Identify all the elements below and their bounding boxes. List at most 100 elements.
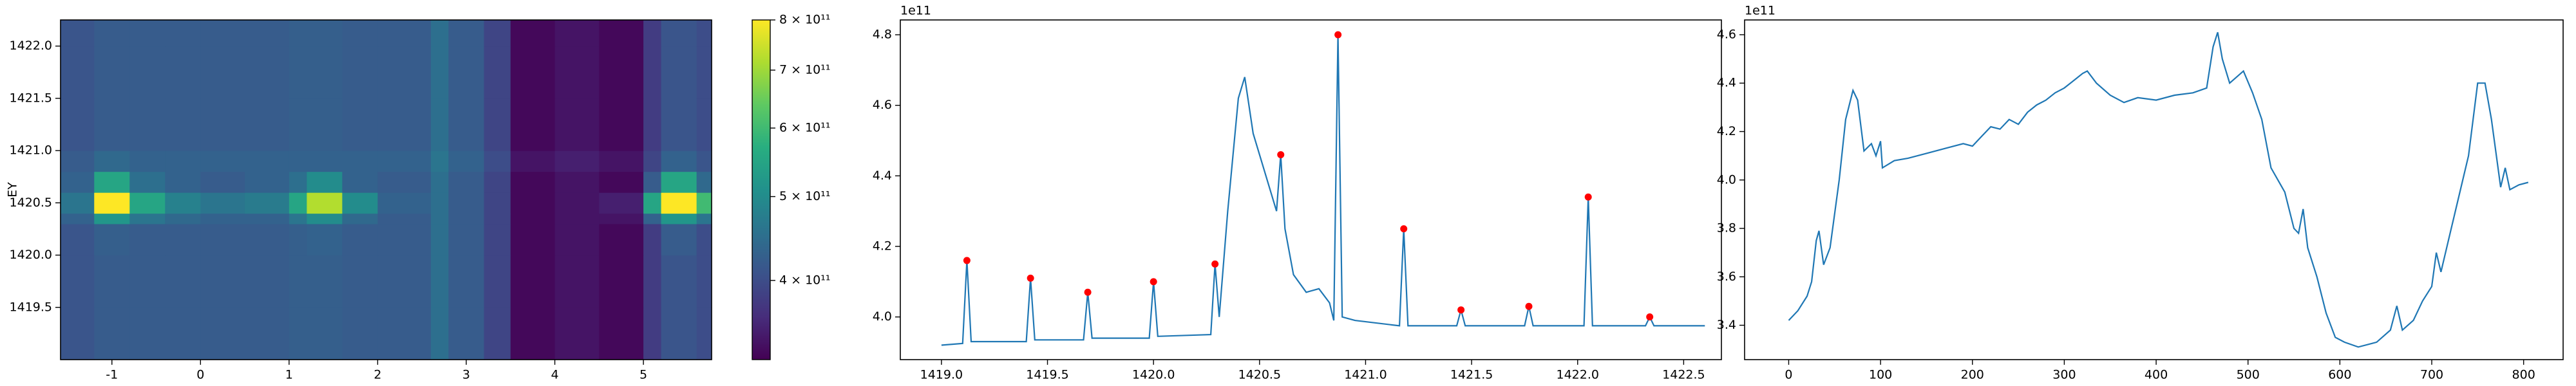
heatmap-cell bbox=[448, 213, 485, 225]
colorbar-tick-label: 6 × 10¹¹ bbox=[779, 121, 831, 135]
offset-label: 1e11 bbox=[1745, 4, 1776, 18]
heatmap-cell bbox=[129, 213, 166, 225]
heatmap-cell bbox=[554, 307, 600, 360]
heatmap-cell bbox=[94, 213, 130, 225]
heatmap-cell bbox=[643, 171, 662, 193]
heatmap-cell bbox=[129, 20, 166, 47]
heatmap-cell bbox=[289, 171, 307, 193]
heatmap-cell bbox=[342, 46, 379, 99]
heatmap-cell bbox=[94, 192, 130, 214]
heatmap-cell bbox=[200, 151, 245, 172]
heatmap-cell bbox=[661, 307, 697, 360]
heatmap-cell bbox=[510, 151, 556, 172]
axis-box bbox=[1744, 19, 2564, 360]
heatmap-cell bbox=[200, 223, 245, 256]
x-tick-label: 700 bbox=[2420, 368, 2443, 382]
axis-box bbox=[900, 19, 1722, 360]
x-tick-label: 0 bbox=[196, 368, 204, 382]
heatmap-cell bbox=[554, 20, 600, 47]
heatmap-cell bbox=[696, 171, 712, 193]
heatmap-cell bbox=[661, 171, 697, 193]
heatmap-cell bbox=[484, 20, 511, 47]
y-tick-label: 1419.5 bbox=[10, 300, 52, 314]
heatmap-cell bbox=[643, 307, 662, 360]
heatmap-cell bbox=[554, 98, 600, 151]
peak-marker bbox=[1525, 302, 1533, 310]
heatmap-cell bbox=[129, 151, 166, 172]
heatmap-cell bbox=[307, 213, 343, 225]
heatmap-cell bbox=[377, 151, 431, 172]
heatmap-cell bbox=[599, 20, 644, 47]
heatmap-cell bbox=[448, 255, 485, 308]
heatmap-cell bbox=[307, 171, 343, 193]
heatmap-cell bbox=[94, 307, 130, 360]
data-line bbox=[1788, 32, 2529, 348]
heatmap-cell bbox=[484, 46, 511, 99]
heatmap-cell bbox=[245, 255, 290, 308]
peak-marker bbox=[1150, 278, 1157, 286]
y-tick-label: 1420.0 bbox=[10, 248, 52, 262]
heatmap-cell bbox=[643, 20, 662, 47]
y-tick-label: 1421.5 bbox=[10, 91, 52, 105]
heatmap-cell bbox=[510, 192, 556, 214]
x-tick-label: 2 bbox=[374, 368, 381, 382]
x-tick-label: 600 bbox=[2328, 368, 2351, 382]
heatmap-cell bbox=[377, 213, 431, 225]
heatmap-cell bbox=[448, 307, 485, 360]
heatmap-cell bbox=[307, 46, 343, 99]
heatmap-cell bbox=[661, 213, 697, 225]
peak-marker bbox=[1457, 306, 1465, 314]
heatmap-cell bbox=[430, 151, 450, 172]
x-tick-label: 300 bbox=[2052, 368, 2076, 382]
heatmap-cell bbox=[377, 171, 431, 193]
heatmap-cell bbox=[129, 171, 166, 193]
heatmap-cell bbox=[696, 46, 712, 99]
heatmap-cell bbox=[289, 46, 307, 99]
heatmap-cell bbox=[377, 20, 431, 47]
heatmap-cell bbox=[661, 192, 697, 214]
heatmap-cell bbox=[661, 255, 697, 308]
heatmap-cell bbox=[129, 307, 166, 360]
heatmap-cell bbox=[129, 223, 166, 256]
heatmap-cell bbox=[342, 151, 379, 172]
heatmap-cell bbox=[599, 255, 644, 308]
heatmap-cell bbox=[165, 151, 201, 172]
heatmap-cell bbox=[200, 192, 245, 214]
heatmap-cell bbox=[430, 20, 450, 47]
y-tick-label: 1422.0 bbox=[10, 39, 52, 53]
x-tick-label: 5 bbox=[639, 368, 647, 382]
x-tick-label: 1420.5 bbox=[1238, 368, 1281, 382]
heatmap-cell bbox=[165, 213, 201, 225]
colorbar-tick-label: 8 × 10¹¹ bbox=[779, 13, 831, 27]
heatmap-cell bbox=[200, 307, 245, 360]
heatmap-cell bbox=[165, 46, 201, 99]
heatmap-cell bbox=[484, 151, 511, 172]
heatmap-cell bbox=[342, 213, 379, 225]
x-tick-label: 0 bbox=[1785, 368, 1792, 382]
heatmap-cell bbox=[342, 98, 379, 151]
peak-marker bbox=[1334, 31, 1342, 39]
heatmap-cell bbox=[94, 223, 130, 256]
heatmap-cell bbox=[61, 46, 95, 99]
heatmap-cell bbox=[245, 151, 290, 172]
axis-box bbox=[60, 19, 712, 360]
offset-label: 1e11 bbox=[900, 4, 931, 18]
heatmap-cell bbox=[289, 307, 307, 360]
x-tick-label: 1 bbox=[285, 368, 293, 382]
heatmap-cell bbox=[245, 46, 290, 99]
heatmap-cell bbox=[61, 255, 95, 308]
peak-marker bbox=[1277, 151, 1285, 158]
heatmap-cell bbox=[129, 192, 166, 214]
heatmap-cell bbox=[599, 307, 644, 360]
y-tick-label: 4.4 bbox=[1717, 76, 1736, 90]
heatmap-cell bbox=[377, 223, 431, 256]
peak-marker bbox=[1084, 288, 1092, 296]
heatmap-cell bbox=[342, 223, 379, 256]
heatmap-cell bbox=[61, 20, 95, 47]
y-axis-label: EY bbox=[6, 182, 20, 198]
heatmap-cell bbox=[200, 98, 245, 151]
heatmap-cell bbox=[245, 20, 290, 47]
x-tick-label: 1419.0 bbox=[920, 368, 963, 382]
heatmap-cell bbox=[554, 46, 600, 99]
data-line bbox=[941, 34, 1705, 346]
